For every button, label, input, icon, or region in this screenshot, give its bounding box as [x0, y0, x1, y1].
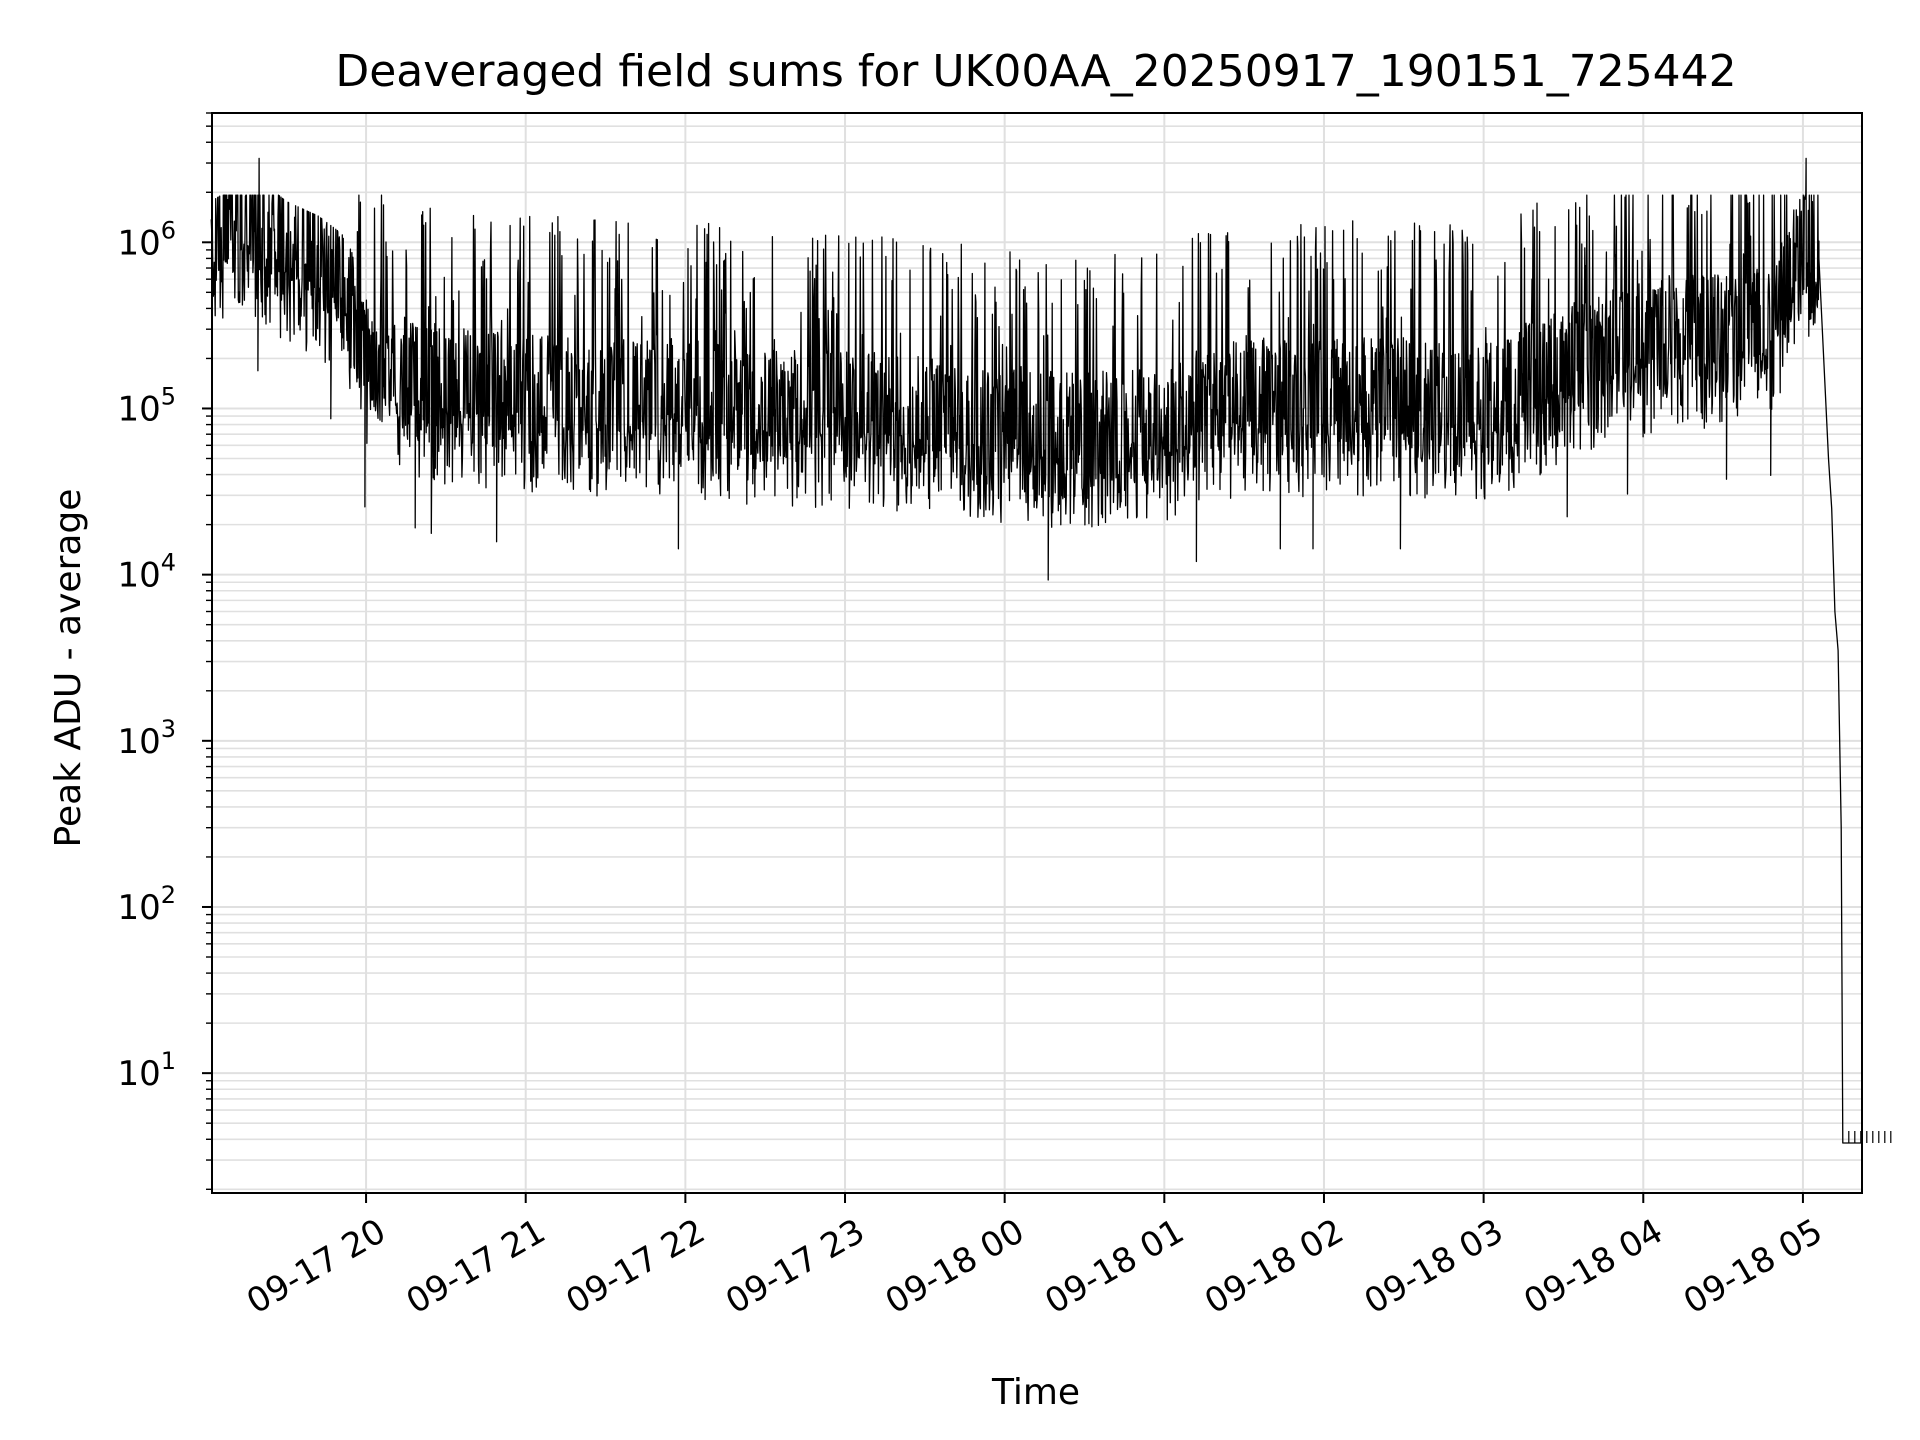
- y-axis-label: Peak ADU - average: [48, 489, 89, 848]
- y-tick-label-base: 10: [117, 223, 160, 263]
- y-tick-label: 104: [117, 549, 176, 596]
- chart-title: Deaveraged field sums for UK00AA_2025091…: [335, 46, 1736, 97]
- y-tick-label: 102: [117, 881, 176, 928]
- y-tick-label-exponent: 1: [161, 1047, 176, 1075]
- series-line-peak-adu: [210, 157, 1862, 1144]
- y-tick-label-exponent: 6: [161, 216, 176, 244]
- plot-frame: [211, 112, 1863, 1194]
- y-tick-label-base: 10: [117, 389, 160, 429]
- y-tick-label: 101: [117, 1047, 176, 1094]
- y-tick-label-base: 10: [117, 556, 160, 596]
- y-tick-label-base: 10: [117, 888, 160, 928]
- y-tick-label-exponent: 4: [161, 549, 176, 577]
- y-tick-label-base: 10: [117, 1054, 160, 1094]
- y-tick-label-base: 10: [117, 722, 160, 762]
- y-tick-label-exponent: 2: [161, 881, 176, 909]
- x-axis-label: Time: [991, 1372, 1080, 1413]
- series-layer: [210, 157, 1892, 1144]
- y-tick-label-exponent: 5: [161, 382, 176, 410]
- y-tick-label: 105: [117, 382, 176, 429]
- y-tick-label-exponent: 3: [161, 715, 176, 743]
- y-tick-label: 106: [117, 216, 176, 263]
- series-floor-ticks: [1848, 1131, 1892, 1143]
- grid: [212, 112, 1862, 1193]
- y-tick-label: 103: [117, 715, 176, 762]
